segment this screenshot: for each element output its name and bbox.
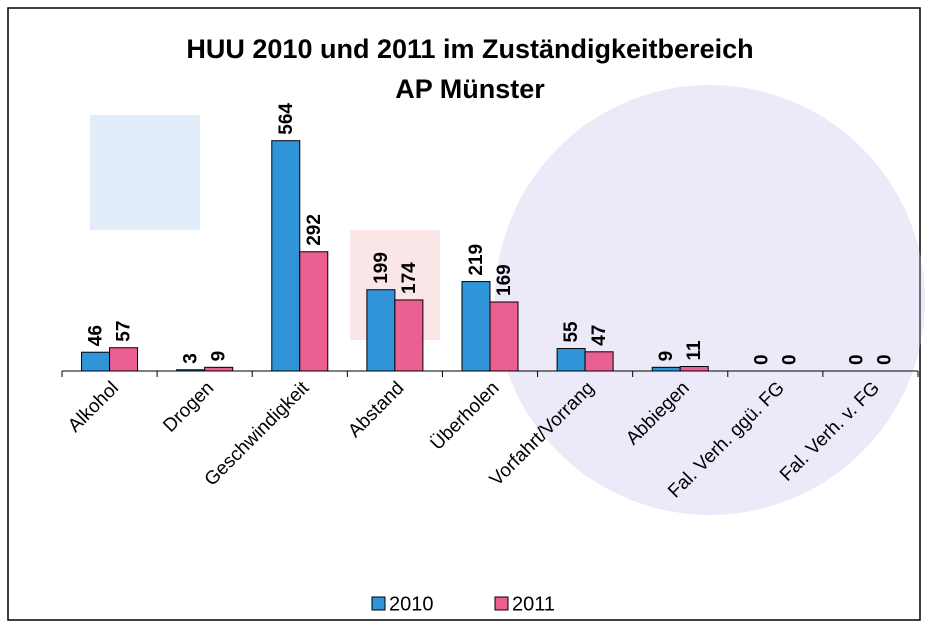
bar [300,252,328,371]
bar [557,349,585,371]
chart-title: HUU 2010 und 2011 im Zuständigkeitbereic… [186,34,753,64]
bar [110,348,138,371]
legend-swatch [495,597,508,610]
value-label: 9 [656,351,677,362]
value-label: 9 [209,351,230,362]
bar [585,352,613,371]
value-label: 3 [181,353,202,364]
value-label: 0 [779,354,800,365]
value-label: 174 [399,262,420,294]
bar [462,282,490,371]
bar [395,300,423,371]
value-label: 199 [371,252,392,284]
value-label: 11 [684,340,705,361]
legend-label: 2010 [389,593,434,615]
value-label: 219 [466,244,487,276]
value-label: 0 [846,354,867,365]
bar [205,367,233,371]
watermark-sign [90,115,200,230]
bar [272,141,300,371]
value-label: 292 [304,214,325,246]
legend-swatch [372,597,385,610]
chart-subtitle: AP Münster [395,74,545,104]
legend-label: 2011 [512,593,555,615]
bar [680,367,708,371]
bar [490,302,518,371]
value-label: 0 [751,354,772,365]
bar [652,367,680,371]
bar [367,290,395,371]
value-label: 564 [276,103,297,135]
bar [177,370,205,371]
value-label: 0 [874,354,895,365]
bar [82,352,110,371]
value-label: 55 [561,321,582,343]
value-label: 46 [86,325,107,346]
value-label: 169 [494,264,515,296]
chart: HUU 2010 und 2011 im Zuständigkeitbereic… [0,0,931,628]
value-label: 57 [114,321,135,342]
value-label: 47 [589,325,610,346]
